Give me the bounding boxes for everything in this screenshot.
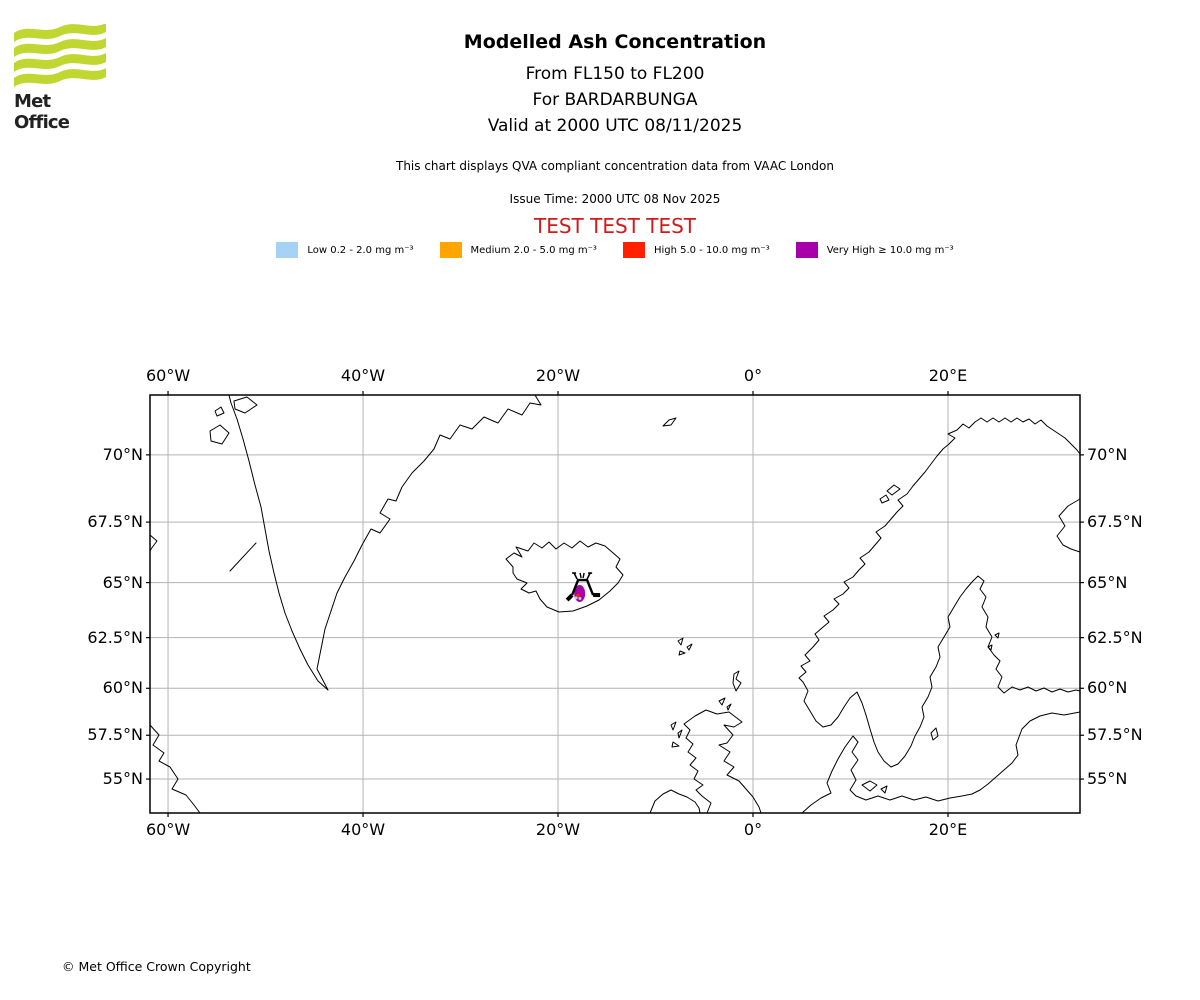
coastline — [670, 721, 683, 748]
legend-label: Very High ≥ 10.0 mg m⁻³ — [826, 244, 954, 256]
volcano-icon-stroke — [573, 572, 578, 580]
map-border — [149, 394, 1081, 814]
volcano-icon-stroke — [570, 578, 595, 596]
volcano-icon — [565, 572, 601, 602]
logo-waves-icon — [14, 24, 106, 87]
axis-label-right: 57.5°N — [1087, 725, 1143, 745]
axis-label-right: 65°N — [1087, 572, 1128, 592]
coastline — [683, 709, 762, 814]
coastline — [718, 697, 732, 711]
axis-label-right: 60°N — [1087, 678, 1128, 698]
logo-wave-band — [14, 68, 106, 87]
coastline — [649, 789, 701, 814]
coastline — [229, 542, 257, 572]
axis-label-left: 67.5°N — [87, 512, 143, 532]
axis-label-top: 60°W — [145, 366, 191, 385]
coastline — [1056, 498, 1081, 553]
issue-time: Issue Time: 2000 UTC 08 Nov 2025 — [509, 192, 721, 206]
legend-swatch-low — [276, 242, 299, 258]
axis-label-right: 55°N — [1087, 769, 1128, 789]
legend-item-very_high: Very High ≥ 10.0 mg m⁻³ — [795, 242, 954, 258]
volcano-icon-stroke — [579, 572, 582, 579]
test-banner: TEST TEST TEST — [533, 214, 696, 238]
legend-swatch-very_high — [795, 242, 818, 258]
axis-label-left: 60°N — [102, 678, 143, 698]
legend-item-low: Low 0.2 - 2.0 mg m⁻³ — [276, 242, 414, 258]
axis-label-right: 70°N — [1087, 444, 1128, 464]
coastline — [228, 394, 542, 691]
axis-label-bottom: 40°W — [340, 820, 386, 839]
coastline — [233, 396, 258, 414]
axis-label-left: 65°N — [102, 572, 143, 592]
coastline — [662, 417, 677, 427]
coastline — [149, 724, 201, 814]
subtitle-volcano: For BARDARBUNGA — [532, 90, 698, 110]
map-svg — [146, 391, 1084, 817]
coastline — [822, 575, 1081, 768]
coastline — [505, 540, 624, 613]
axis-label-bottom: 0° — [743, 820, 763, 839]
ash-cell-low — [578, 596, 582, 600]
coastline — [987, 632, 1000, 651]
subtitle-valid-time: Valid at 2000 UTC 08/11/2025 — [487, 116, 743, 136]
coastline — [214, 406, 225, 417]
legend-label: Low 0.2 - 2.0 mg m⁻³ — [307, 244, 414, 256]
axis-label-left: 70°N — [102, 444, 143, 464]
axis-label-bottom: 20°W — [535, 820, 581, 839]
volcano-icon-stroke — [586, 572, 591, 580]
logo-brand-text: Met Office — [14, 91, 70, 133]
volcano-icon-stroke — [582, 572, 585, 579]
legend-swatch-medium — [439, 242, 462, 258]
coastline — [930, 727, 939, 741]
axis-label-bottom: 60°W — [145, 820, 191, 839]
page-title: Modelled Ash Concentration — [463, 31, 767, 53]
map: 60°W 60°W 40°W 40°W 20°W 20°W 0° 0° 20°E 20°E 70°N… — [87, 366, 1142, 839]
logo-wave-band — [14, 53, 106, 72]
axis-label-top: 40°W — [340, 366, 386, 385]
axis-label-right: 62.5°N — [1087, 627, 1143, 647]
logo-wave-band — [14, 24, 106, 42]
legend-swatch-high — [622, 242, 645, 258]
axis-label-top: 20°W — [535, 366, 581, 385]
ash-cell-low — [574, 596, 578, 600]
axis-label-bottom: 20°E — [928, 820, 968, 839]
legend-label: Medium 2.0 - 5.0 mg m⁻³ — [470, 244, 597, 256]
coastline — [801, 711, 1081, 814]
axis-label-right: 67.5°N — [1087, 512, 1143, 532]
legend: Low 0.2 - 2.0 mg m⁻³ Medium 2.0 - 5.0 mg … — [150, 242, 1080, 258]
coastline — [879, 484, 901, 504]
volcano-icon-stroke — [565, 593, 574, 602]
coastline — [861, 780, 888, 794]
axis-label-left: 62.5°N — [87, 627, 143, 647]
coastline — [732, 670, 742, 692]
axis-label-top: 20°E — [928, 366, 968, 385]
coastline — [209, 424, 230, 445]
logo-wave-band — [14, 38, 106, 57]
met-office-logo: Met Office — [14, 24, 106, 133]
coastline — [149, 534, 158, 552]
axis-label-left: 57.5°N — [87, 725, 143, 745]
legend-item-high: High 5.0 - 10.0 mg m⁻³ — [622, 242, 770, 258]
subtitle-flight-levels: From FL150 to FL200 — [525, 64, 705, 84]
axis-label-left: 55°N — [102, 769, 143, 789]
qva-note: This chart displays QVA compliant concen… — [396, 159, 834, 173]
coastline — [677, 637, 693, 656]
axis-label-top: 0° — [743, 366, 763, 385]
coastline — [798, 417, 1081, 728]
legend-item-medium: Medium 2.0 - 5.0 mg m⁻³ — [439, 242, 597, 258]
copyright: © Met Office Crown Copyright — [62, 959, 251, 974]
legend-label: High 5.0 - 10.0 mg m⁻³ — [653, 244, 770, 256]
